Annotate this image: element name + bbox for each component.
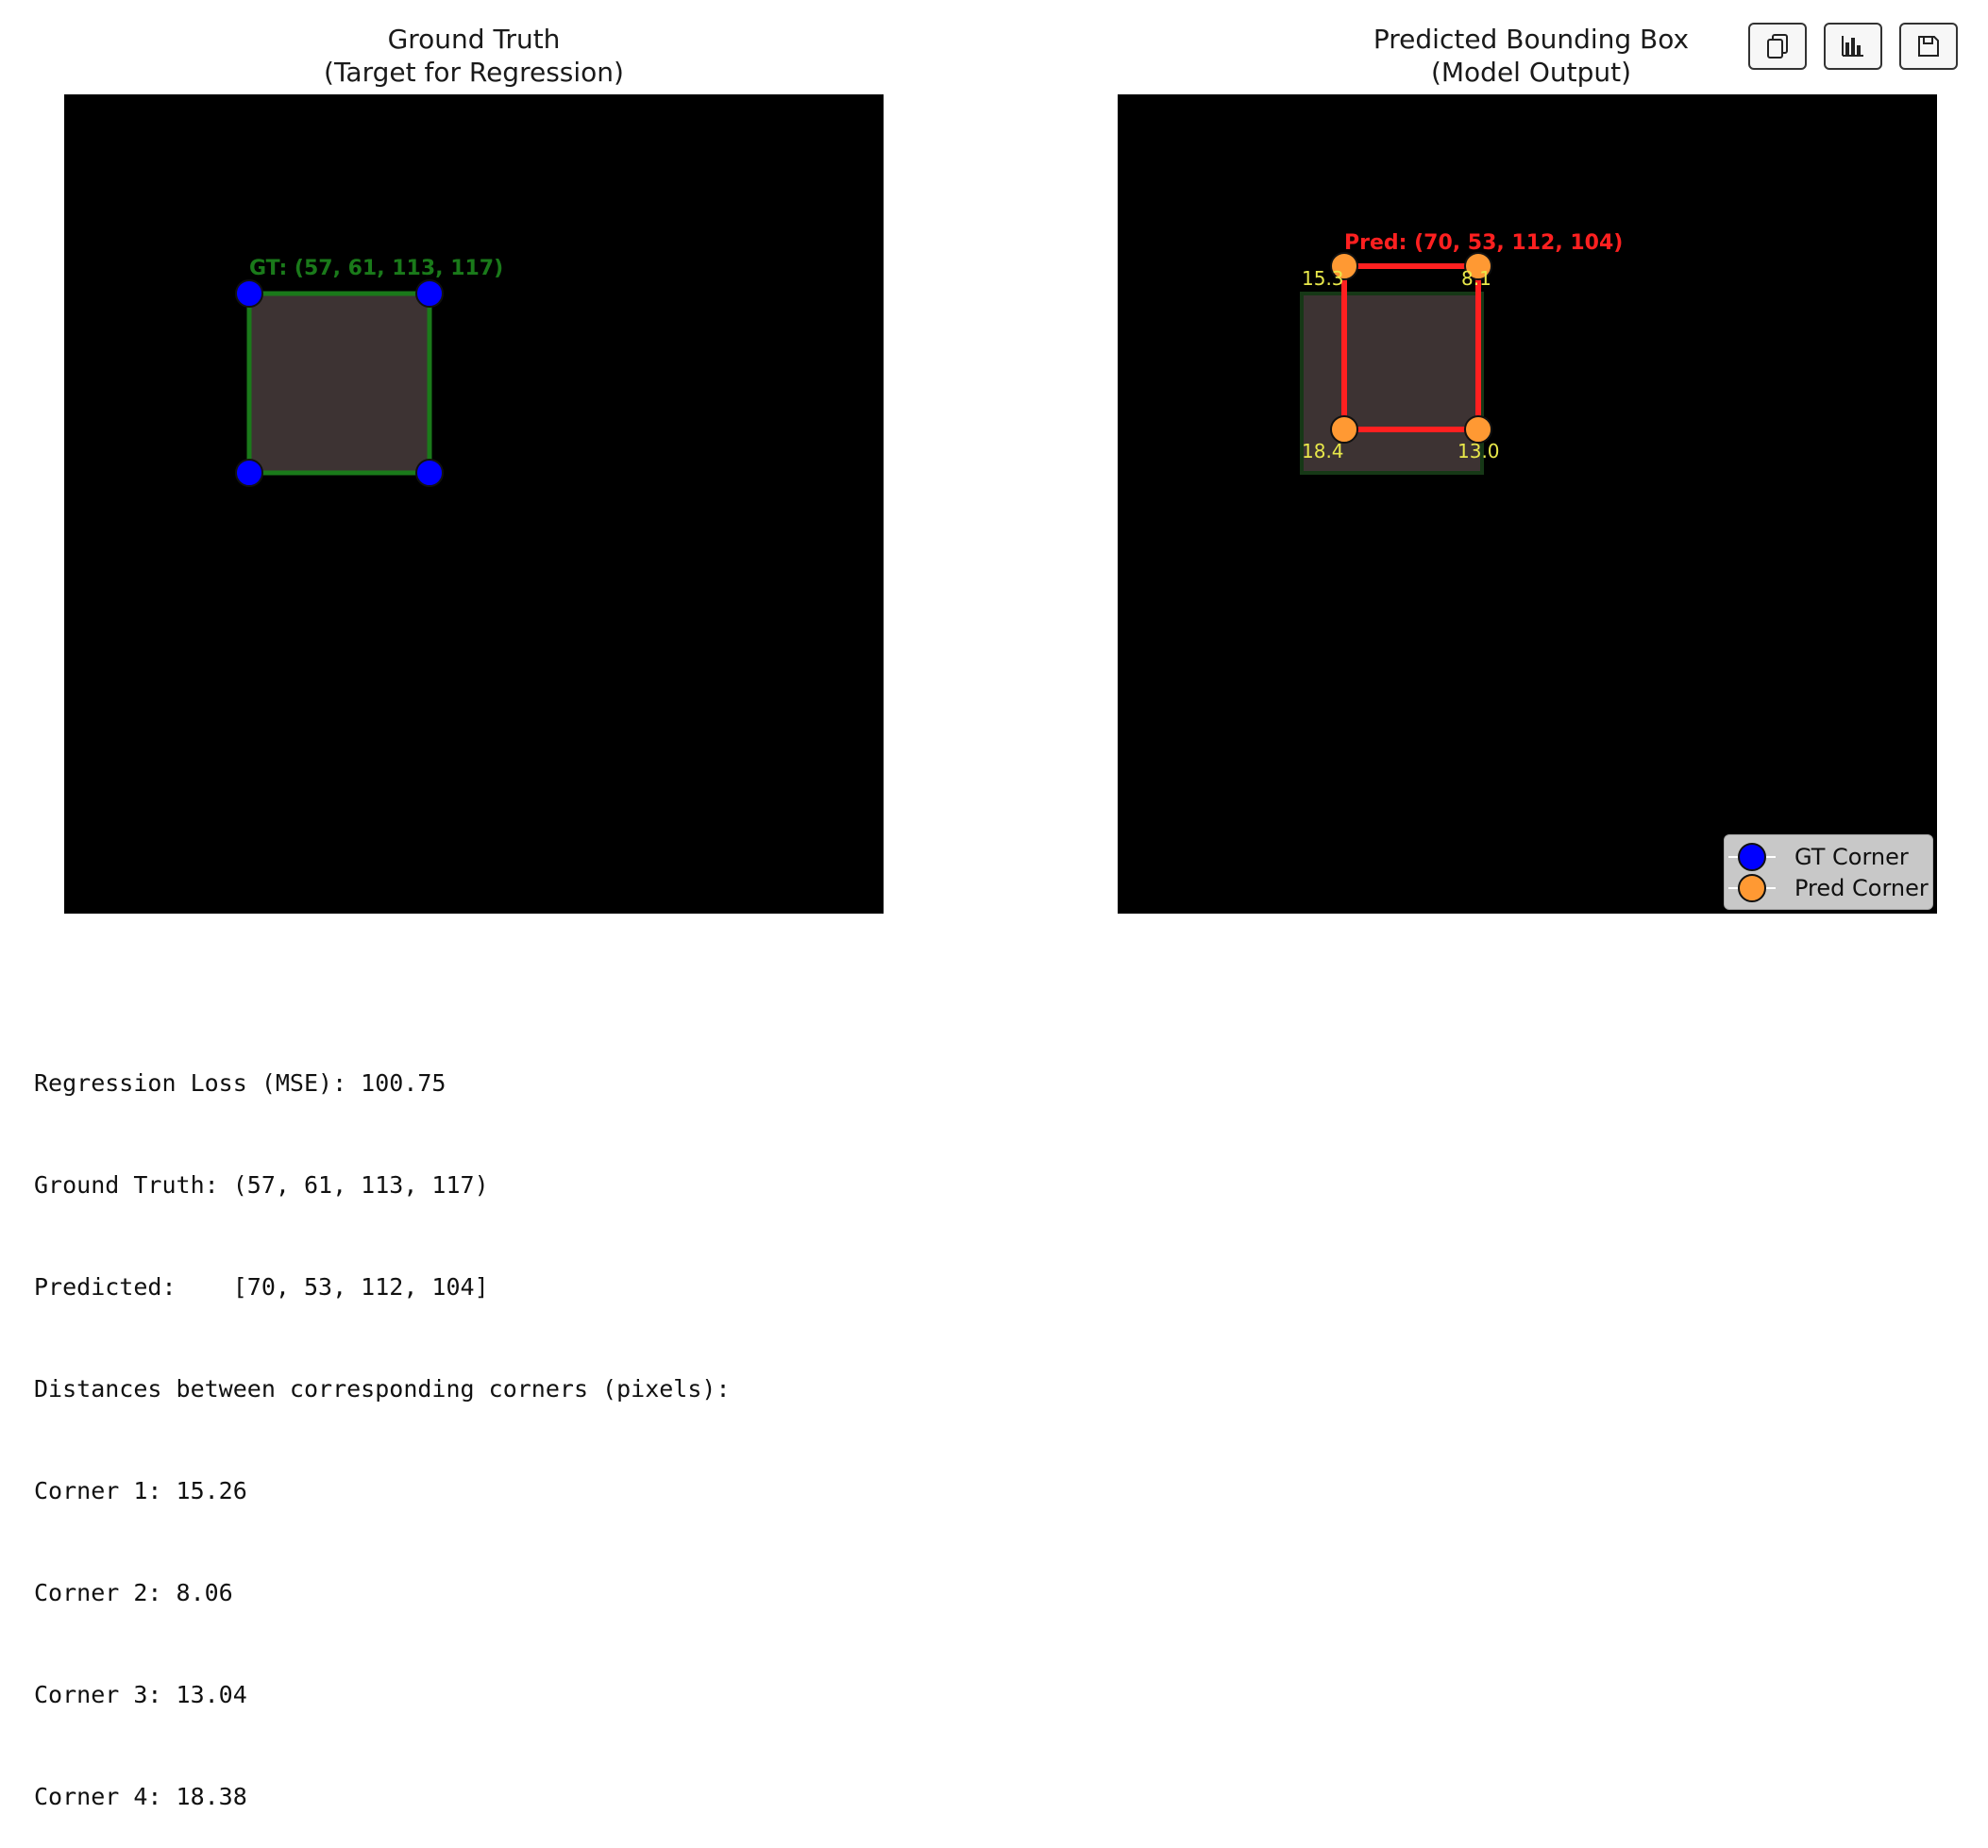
pred-image-canvas: Pred: (70, 53, 112, 104) 15.3 8.1 18.4 1… <box>1118 94 1937 914</box>
pred-corner-4 <box>1464 415 1492 444</box>
pred-panel-title: Predicted Bounding Box (Model Output) <box>1121 23 1941 89</box>
pred-title-line1: Predicted Bounding Box <box>1373 24 1690 55</box>
corner-distance-label-2: 8.1 <box>1461 267 1491 290</box>
pred-plot: Pred: (70, 53, 112, 104) 15.3 8.1 18.4 1… <box>1300 231 1623 475</box>
stats-predicted: Predicted: [70, 53, 112, 104] <box>34 1273 489 1301</box>
save-icon <box>1918 36 1939 57</box>
chart-button[interactable] <box>1824 23 1882 70</box>
corner-distance-label-4: 13.0 <box>1457 440 1500 462</box>
gt-plot: GT: (57, 61, 113, 117) <box>235 257 503 487</box>
pred-corner-2 <box>1464 252 1492 280</box>
stats-loss: Regression Loss (MSE): 100.75 <box>34 1069 446 1097</box>
pred-box-label: Pred: (70, 53, 112, 104) <box>1344 231 1623 255</box>
bar-chart-icon <box>1842 36 1863 57</box>
legend-item-pred-corner: Pred Corner <box>1725 872 1932 904</box>
stats-corner-4: Corner 4: 18.38 <box>34 1783 247 1810</box>
gt-corner-2 <box>415 279 444 308</box>
legend-item-gt-corner: GT Corner <box>1725 841 1932 873</box>
gt-title-line2: (Target for Regression) <box>324 57 624 88</box>
gt-corner-3 <box>235 459 263 487</box>
stats-corner-3: Corner 3: 13.04 <box>34 1681 247 1708</box>
gt-corner-4 <box>415 459 444 487</box>
gt-box <box>246 291 432 476</box>
pred-corner-1 <box>1330 252 1358 280</box>
pred-box <box>1341 263 1481 432</box>
gt-box-overlay <box>1300 292 1484 475</box>
legend: GT Corner Pred Corner <box>1724 834 1933 910</box>
figure-toolbar <box>1748 23 1962 72</box>
copy-icon <box>1767 34 1788 59</box>
stats-corner-2: Corner 2: 8.06 <box>34 1579 233 1606</box>
legend-label-gt: GT Corner <box>1794 844 1909 870</box>
gt-corner-1 <box>235 279 263 308</box>
stats-ground-truth: Ground Truth: (57, 61, 113, 117) <box>34 1171 489 1199</box>
copy-button[interactable] <box>1748 23 1807 70</box>
gt-corner-marker-icon <box>1738 843 1766 871</box>
pred-title-line2: (Model Output) <box>1430 57 1632 88</box>
stats-output: Regression Loss (MSE): 100.75 Ground Tru… <box>34 999 731 1848</box>
gt-panel-title: Ground Truth (Target for Regression) <box>64 23 884 89</box>
legend-label-pred: Pred Corner <box>1794 875 1929 901</box>
gt-box-label: GT: (57, 61, 113, 117) <box>249 257 503 280</box>
gt-title-line1: Ground Truth <box>387 24 561 55</box>
corner-distance-label-1: 15.3 <box>1302 267 1344 290</box>
gt-image-canvas: GT: (57, 61, 113, 117) <box>64 94 884 914</box>
pred-corner-marker-icon <box>1738 874 1766 902</box>
corner-distance-label-3: 18.4 <box>1302 440 1344 462</box>
pred-corner-3 <box>1330 415 1358 444</box>
save-button[interactable] <box>1899 23 1958 70</box>
stats-distances-header: Distances between corresponding corners … <box>34 1375 731 1403</box>
stats-corner-1: Corner 1: 15.26 <box>34 1477 247 1504</box>
